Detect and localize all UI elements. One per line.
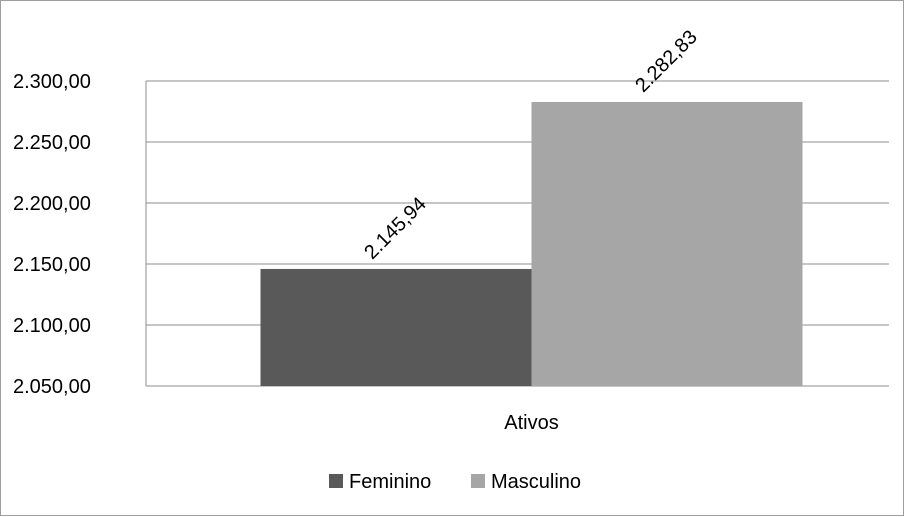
data-label-feminino: 2.145,94 xyxy=(360,193,431,264)
legend-swatch-feminino xyxy=(329,474,343,488)
y-tick-label: 2.200,00 xyxy=(13,193,91,215)
x-category-label: Ativos xyxy=(504,412,558,434)
data-label-masculino: 2.282,83 xyxy=(631,26,702,97)
bar-masculino xyxy=(531,101,803,387)
y-tick-label: 2.100,00 xyxy=(13,315,91,337)
y-tick-label: 2.250,00 xyxy=(13,132,91,154)
y-tick-label: 2.150,00 xyxy=(13,254,91,276)
y-tick-label: 2.050,00 xyxy=(13,376,91,398)
legend-label-feminino: Feminino xyxy=(349,471,431,493)
legend-label-masculino: Masculino xyxy=(491,471,581,493)
legend-swatch-masculino xyxy=(471,474,485,488)
bar-feminino xyxy=(260,268,532,386)
y-tick-label: 2.300,00 xyxy=(13,71,91,93)
